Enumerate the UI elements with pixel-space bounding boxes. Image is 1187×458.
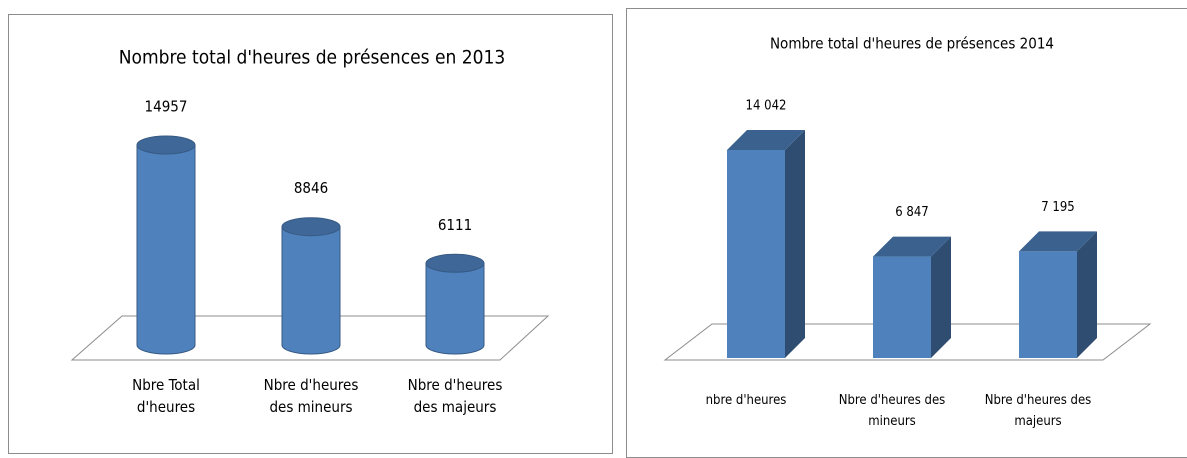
bar-side [1077,231,1097,358]
bar [1019,251,1077,358]
value-label: 14957 [145,98,188,116]
bar-side [785,130,805,358]
bar [727,150,785,358]
chart-title: Nombre total d'heures de présences en 20… [119,47,506,69]
bar-side [931,236,951,358]
bar [281,226,341,355]
x-tick-label: Nbre Total d'heures [132,376,200,416]
value-label: 6111 [438,216,472,234]
x-tick-label: Nbre d'heures des mineurs [263,376,359,416]
x-tick-label: Nbre d'heures des mineurs [838,393,946,429]
value-label: 14 042 [746,99,787,114]
x-tick-label: Nbre d'heures des majeurs [407,376,503,416]
bar [425,262,485,355]
bar-top [873,236,951,257]
bar-top [1019,231,1097,252]
bar [873,256,931,358]
page: Nombre total d'heures de présences en 20… [8,8,1187,458]
charts: Nombre total d'heures de présences en 20… [70,35,1152,361]
bar-top [136,135,196,155]
bar-top [425,253,485,273]
chart-title: Nombre total d'heures de présences 2014 [770,35,1054,53]
value-label: 8846 [294,179,328,197]
bar [136,144,196,355]
value-label: 6 847 [895,205,928,220]
bar-top [281,217,341,237]
value-label: 7 195 [1041,200,1074,215]
x-tick-label: nbre d'heures [705,393,787,408]
x-tick-label: Nbre d'heures des majeurs [984,393,1092,429]
bar-top [727,130,805,150]
